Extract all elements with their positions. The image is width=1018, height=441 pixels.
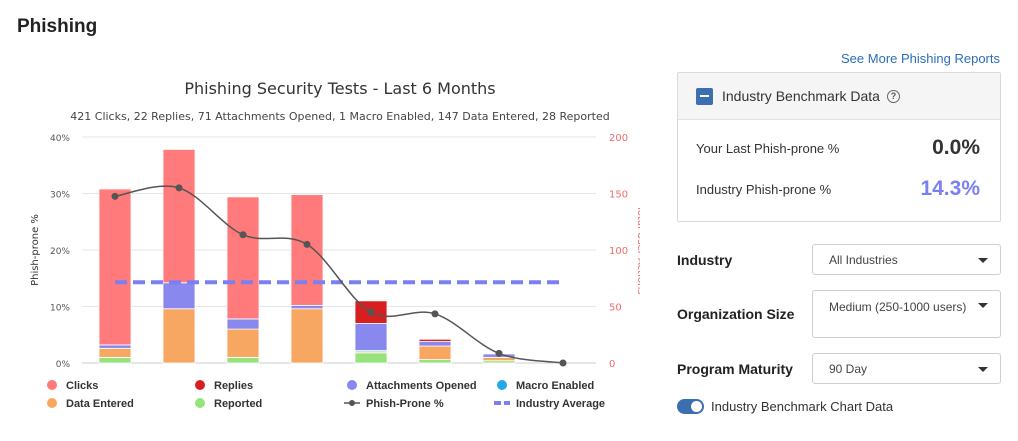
phish-prone-point [559, 359, 567, 367]
benchmark-toggle-row: Industry Benchmark Chart Data [677, 399, 893, 414]
bar-segment-attachments-opened [162, 282, 196, 310]
industry-label: Industry [677, 252, 733, 268]
bar-segment-clicks [290, 194, 324, 306]
legend-label-attachments-opened: Attachments Opened [366, 380, 477, 392]
phish-prone-line [114, 185, 564, 364]
minus-square-icon[interactable] [696, 87, 713, 105]
industry-phish-prone-value: 14.3% [920, 177, 980, 200]
bar-segment-attachments-opened [354, 323, 388, 351]
y-left-tick-label: 30% [50, 191, 70, 201]
phishing-chart: Phishing Security Tests - Last 6 Months 4… [0, 70, 640, 441]
bar-segment-reported [354, 352, 388, 364]
y-right-tick-label: 200 [609, 133, 628, 144]
your-phish-prone-row: Your Last Phish-prone % 0.0% [696, 136, 980, 160]
y-right-tick-label: 50 [609, 303, 622, 314]
y-right-tick-label: 100 [609, 246, 628, 257]
bar-segment-reported [418, 359, 452, 364]
chart-svg: Phishing Security Tests - Last 6 Months 4… [30, 79, 640, 410]
benchmark-title: Industry Benchmark Data [722, 88, 880, 104]
your-phish-prone-label: Your Last Phish-prone % [696, 140, 840, 156]
bar-segment-reported [226, 356, 260, 364]
legend-marker-clicks [47, 380, 57, 390]
phish-prone-point [431, 310, 439, 318]
phish-prone-point [495, 349, 503, 357]
legend-label-reported: Reported [214, 398, 262, 410]
bar-segment-clicks [162, 149, 196, 284]
y-left-tick-label: 40% [50, 134, 70, 144]
phish-prone-point [111, 192, 119, 200]
legend-marker-attachments-opened [347, 380, 357, 390]
legend-marker-macro-enabled [497, 380, 507, 390]
bar-segment-data-entered [226, 328, 260, 358]
industry-select[interactable]: All Industries [812, 244, 1001, 275]
phish-prone-point [239, 231, 247, 239]
org-size-select-value: Medium (250-1000 users) [829, 300, 967, 314]
legend-label-replies: Replies [214, 380, 253, 392]
y-left-tick-label: 10% [50, 304, 70, 314]
benchmark-toggle-label: Industry Benchmark Chart Data [711, 399, 894, 414]
benchmark-card: Industry Benchmark Data ? Your Last Phis… [677, 72, 1001, 222]
org-size-select[interactable]: Medium (250-1000 users) [812, 290, 1001, 338]
benchmark-toggle-switch[interactable] [677, 399, 704, 414]
industry-select-value: All Industries [829, 253, 898, 267]
caret-down-icon [978, 258, 988, 263]
bar-segment-data-entered [290, 308, 324, 364]
y-right-tick-label: 0 [609, 359, 615, 370]
maturity-select-value: 90 Day [829, 362, 868, 376]
y-left-tick-label: 20% [50, 247, 70, 257]
legend-label-phish-prone-: Phish-Prone % [366, 398, 444, 410]
phish-prone-point [367, 308, 375, 316]
legend-label-macro-enabled: Macro Enabled [516, 380, 594, 392]
industry-phish-prone-row: Industry Phish-prone % 14.3% [696, 177, 980, 201]
chart-subtitle: 421 Clicks, 22 Replies, 71 Attachments O… [70, 110, 609, 123]
maturity-select[interactable]: 90 Day [812, 353, 1001, 384]
industry-phish-prone-label: Industry Phish-prone % [696, 181, 832, 197]
y-right-axis-label: Total User Actions [635, 204, 640, 294]
page-title: Phishing [17, 16, 98, 37]
your-phish-prone-value: 0.0% [932, 136, 980, 159]
y-left-axis-label: Phish-prone % [30, 214, 41, 286]
caret-down-icon [978, 367, 988, 372]
legend-marker-dot [349, 400, 355, 406]
bar-segment-attachments-opened [418, 341, 452, 347]
bar-segment-attachments-opened [226, 318, 260, 330]
caret-down-icon [978, 303, 988, 308]
legend-label-industry-average: Industry Average [516, 398, 605, 410]
bar-segment-replies [418, 338, 452, 342]
benchmark-header[interactable]: Industry Benchmark Data ? [678, 73, 1000, 120]
legend-marker-data-entered [47, 398, 57, 408]
legend-label-data-entered: Data Entered [66, 398, 134, 410]
legend-marker-reported [195, 398, 205, 408]
bar-segment-attachments-opened [290, 304, 324, 310]
bar-segment-clicks [98, 188, 132, 346]
y-right-tick-label: 150 [609, 190, 628, 201]
legend-label-clicks: Clicks [66, 380, 98, 392]
y-left-tick-label: 0% [56, 360, 71, 370]
see-more-reports-link[interactable]: See More Phishing Reports [841, 51, 1000, 66]
phish-prone-point [303, 240, 311, 248]
org-size-label: Organization Size [677, 306, 795, 322]
chart-title: Phishing Security Tests - Last 6 Months [184, 79, 495, 98]
bar-segment-attachments-opened [98, 344, 132, 349]
bar-segment-clicks [226, 196, 260, 320]
legend-marker-replies [195, 380, 205, 390]
question-circle-icon[interactable]: ? [886, 89, 900, 103]
bar-segment-data-entered [162, 308, 196, 364]
bar-segment-data-entered [98, 347, 132, 358]
phish-prone-point [175, 184, 183, 192]
bar-segment-data-entered [482, 356, 516, 362]
bar-segment-data-entered [418, 345, 452, 361]
maturity-label: Program Maturity [677, 361, 793, 377]
bar-segment-reported [98, 356, 132, 364]
